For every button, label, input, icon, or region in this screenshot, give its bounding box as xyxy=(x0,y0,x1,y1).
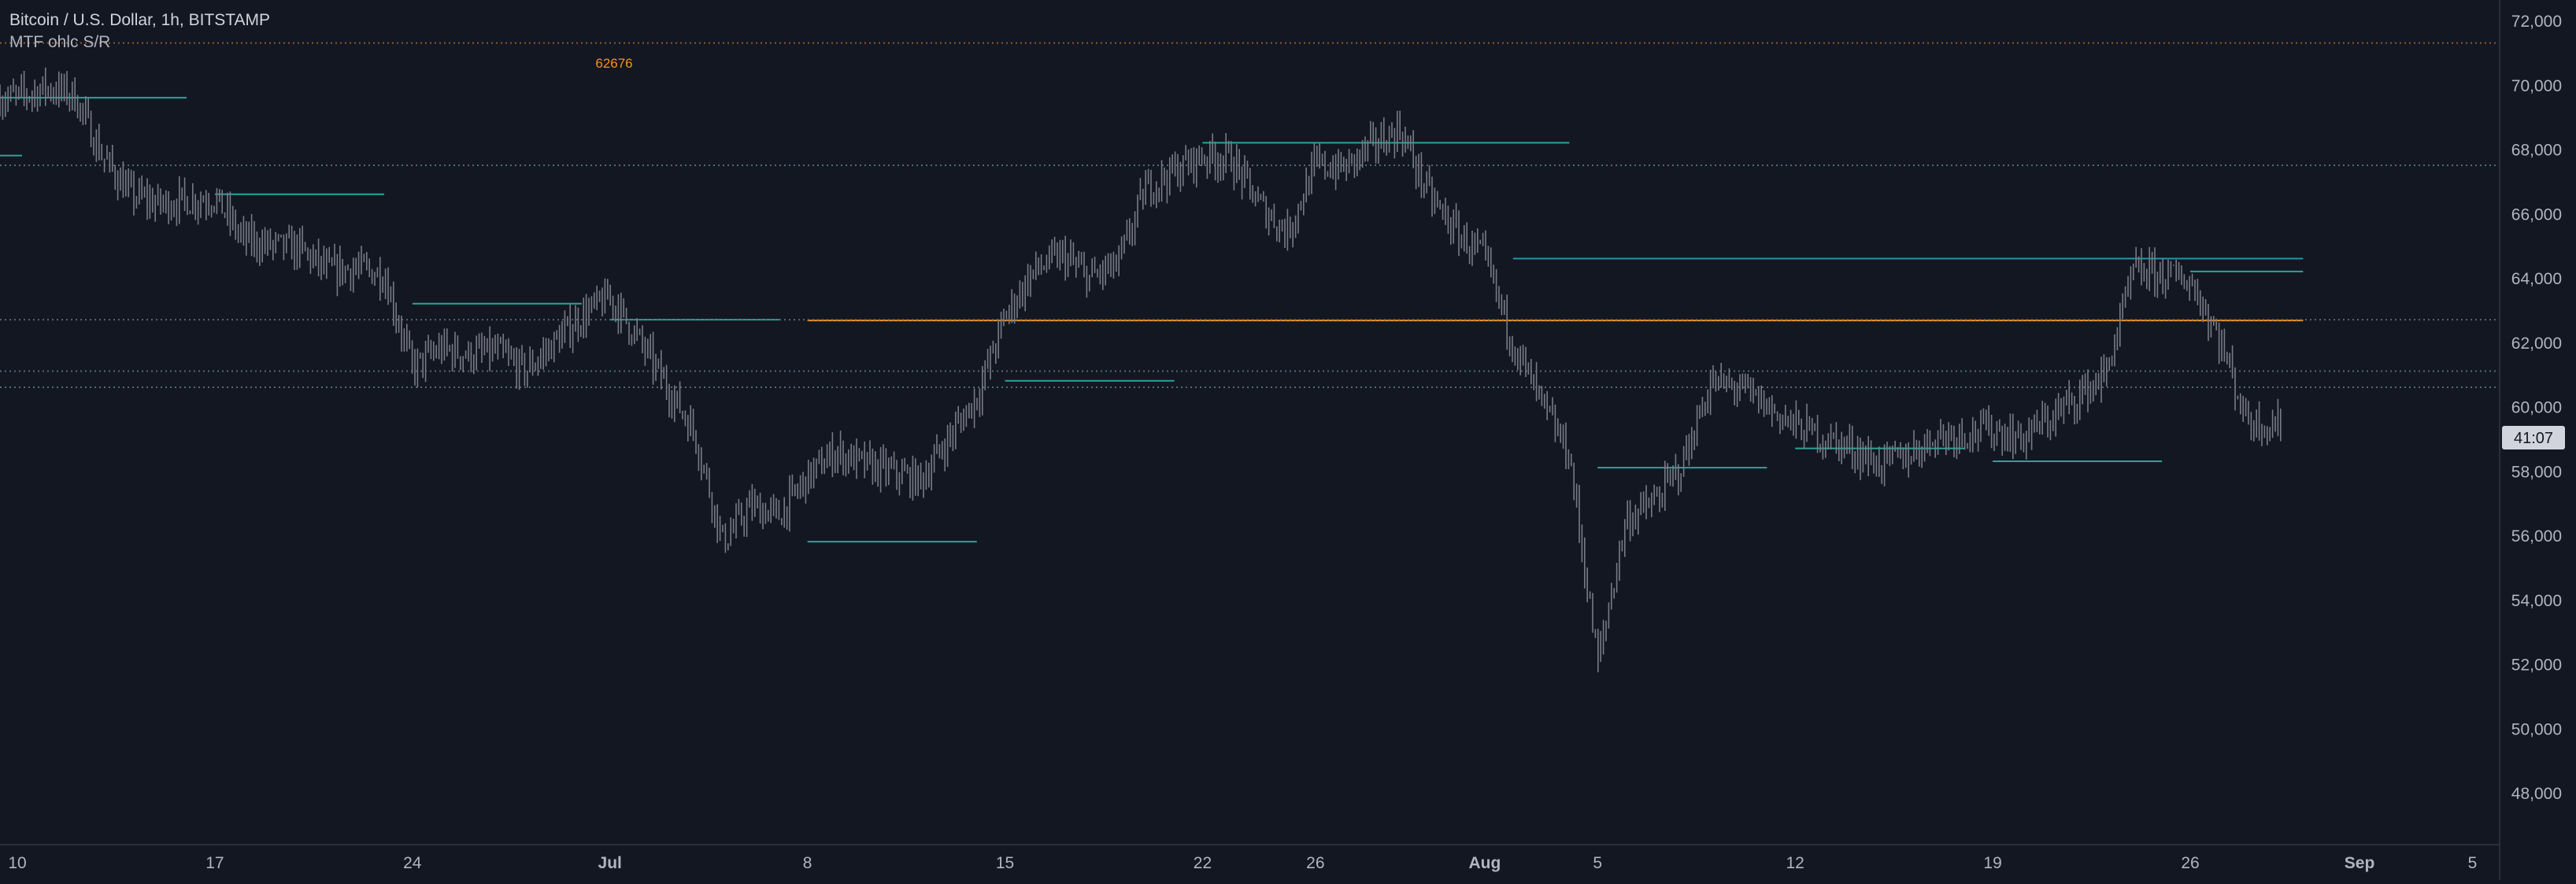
countdown-label: 41:07 xyxy=(2514,430,2553,447)
chart-legend: Bitcoin / U.S. Dollar, 1h, BITSTAMP MTF … xyxy=(9,9,270,54)
x-tick-label: 22 xyxy=(1194,854,1212,872)
axis-layer: 72,000 70,000 68,000 66,000 64,000 62,000 60,0… xyxy=(8,13,2562,872)
y-tick-label: 48,000 xyxy=(2511,785,2562,803)
x-tick-label: 19 xyxy=(1983,854,2001,872)
x-tick-label: 12 xyxy=(1786,854,1804,872)
x-tick-label: Aug xyxy=(1468,854,1501,872)
y-tick-label: 72,000 xyxy=(2511,13,2562,31)
y-tick-label: 62,000 xyxy=(2511,335,2562,353)
x-tick-label: 15 xyxy=(996,854,1014,872)
y-tick-label: 52,000 xyxy=(2511,657,2562,675)
x-tick-label: Sep xyxy=(2345,854,2375,872)
y-tick-label: 68,000 xyxy=(2511,142,2562,160)
y-tick-label: 64,000 xyxy=(2511,270,2562,288)
x-tick-label: 5 xyxy=(1593,854,1602,872)
x-tick-label: 26 xyxy=(1306,854,1324,872)
x-tick-label: Jul xyxy=(598,854,622,872)
x-tick-label: 17 xyxy=(205,854,224,872)
y-tick-label: 50,000 xyxy=(2511,720,2562,738)
indicator-name[interactable]: MTF ohlc S/R xyxy=(9,33,111,51)
top-level-label: 62676 xyxy=(595,56,632,71)
countdown-tag: 41:07 xyxy=(2502,426,2565,449)
y-tick-label: 70,000 xyxy=(2511,77,2562,95)
price-layer xyxy=(0,67,2282,673)
x-tick-label: 24 xyxy=(403,854,422,872)
levels-layer xyxy=(0,42,2500,543)
y-tick-label: 66,000 xyxy=(2511,205,2562,224)
y-tick-label: 58,000 xyxy=(2511,463,2562,481)
countdown-background xyxy=(2502,426,2565,449)
y-tick-label: 56,000 xyxy=(2511,527,2562,546)
x-tick-label: 10 xyxy=(8,854,26,872)
x-tick-label: 26 xyxy=(2181,854,2199,872)
y-tick-label: 60,000 xyxy=(2511,399,2562,417)
x-tick-label: 5 xyxy=(2468,854,2478,872)
price-candles xyxy=(0,67,2282,673)
x-tick-label: 8 xyxy=(803,854,812,872)
y-tick-label: 54,000 xyxy=(2511,592,2562,610)
symbol-title[interactable]: Bitcoin / U.S. Dollar, 1h, BITSTAMP xyxy=(9,11,271,29)
